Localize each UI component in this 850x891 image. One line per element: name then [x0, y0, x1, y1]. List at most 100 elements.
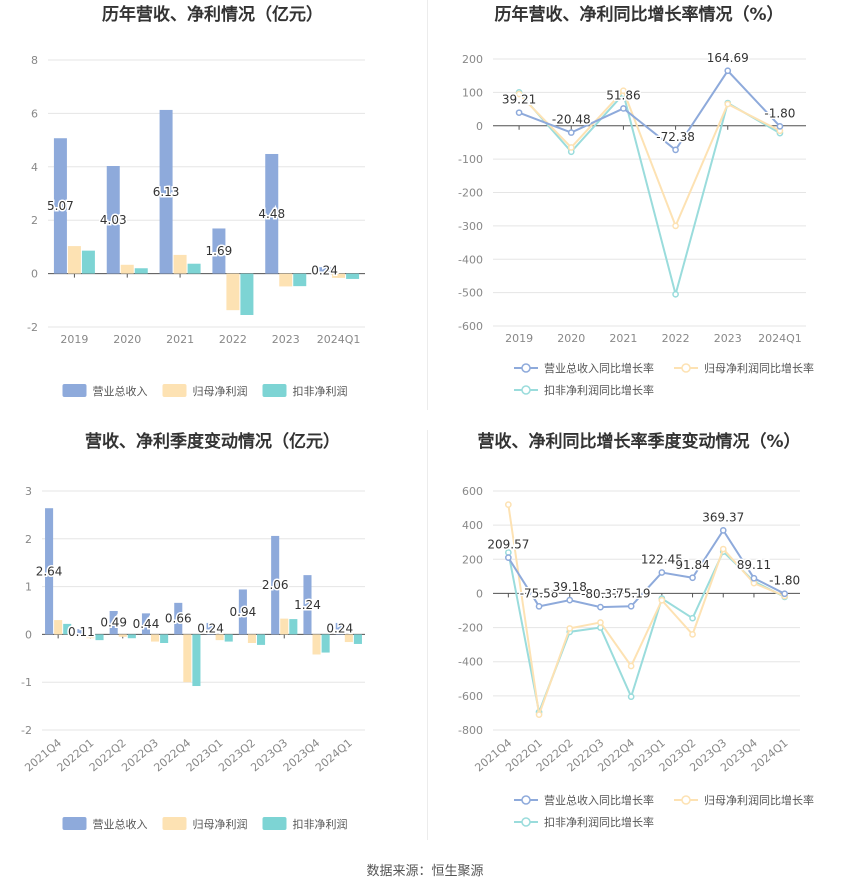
x-tick-label: 2021 — [166, 333, 194, 346]
line-data-label: -20.48 — [552, 113, 591, 127]
y-tick-label: -800 — [458, 724, 483, 737]
bar-归母净利润 — [279, 273, 293, 287]
line-data-label: -1.80 — [764, 106, 795, 120]
chart-title: 营收、净利季度变动情况（亿元） — [85, 431, 340, 452]
y-tick-label: 3 — [25, 485, 32, 498]
bar-营业总收入 — [53, 138, 67, 274]
bar-扣非净利润 — [240, 273, 254, 315]
point-归母净利润同比增长率 — [567, 144, 575, 151]
bar-扣非净利润 — [95, 634, 104, 641]
bar-营业总收入 — [271, 535, 280, 635]
point-营业总收入同比增长率 — [627, 602, 635, 610]
bar-扣非净利润 — [192, 634, 201, 687]
point-营业总收入同比增长率 — [535, 602, 543, 610]
bar-扣非净利润 — [224, 634, 233, 642]
bar-归母净利润 — [280, 618, 289, 635]
annual-revenue-profit-panel: 历年营收、净利情况（亿元） -2 0 2 4 6 8 2019 2020 2021 2022 2023… — [0, 0, 425, 410]
x-tick-label: 2024Q1 — [317, 333, 361, 346]
point-营业总收入同比增长率 — [719, 527, 727, 534]
legend-marker — [521, 817, 531, 827]
y-tick-label: -600 — [458, 320, 483, 333]
bar-营业总收入 — [303, 575, 312, 635]
y-tick-label: 0 — [31, 268, 38, 281]
legend-marker — [521, 385, 531, 395]
point-营业总收入同比增长率 — [781, 590, 788, 598]
bar-扣非净利润 — [160, 634, 169, 644]
y-tick-label: -600 — [458, 690, 483, 703]
legend-swatch — [62, 817, 87, 830]
point-归母净利润同比增长率 — [724, 100, 732, 108]
bar-data-label: 1.69 — [206, 244, 233, 258]
y-tick-label: -2 — [27, 321, 38, 334]
bar-归母净利润 — [332, 273, 346, 278]
y-tick-label: 200 — [462, 553, 483, 566]
bar-归母净利润 — [312, 634, 321, 655]
bar-data-label: 2.64 — [36, 564, 63, 578]
bar-营业总收入 — [238, 589, 247, 635]
line-营业总收入同比增长率 — [507, 528, 786, 609]
y-tick-label: 6 — [31, 107, 38, 120]
line-data-label: 89.11 — [737, 558, 771, 572]
line-data-label: 51.86 — [606, 88, 640, 102]
legend-label: 扣非净利润 — [293, 817, 348, 831]
legend-swatch — [162, 384, 187, 397]
bar-扣非净利润 — [353, 634, 362, 644]
point-归母净利润同比增长率 — [627, 662, 635, 670]
bar-归母净利润 — [226, 273, 240, 311]
y-tick-label: -200 — [458, 622, 483, 635]
panel-divider — [427, 0, 428, 410]
point-归母净利润同比增长率 — [597, 619, 604, 626]
point-归母净利润同比增长率 — [672, 222, 679, 230]
x-tick-label: 2024Q1 — [313, 736, 355, 774]
bar-data-label: 0.94 — [230, 605, 257, 619]
chart-svg: 历年营收、净利同比增长率情况（%） -600 -500 -400 -300 -200 -10… — [458, 4, 814, 397]
legend-swatch — [262, 384, 287, 397]
y-tick-label: -400 — [458, 253, 483, 266]
bar-data-label: 0.11 — [68, 625, 95, 639]
point-归母净利润同比增长率 — [658, 596, 666, 604]
legend-label: 营业总收入 — [93, 817, 148, 831]
bar-扣非净利润 — [81, 250, 95, 274]
legend-marker — [521, 795, 531, 805]
legend-swatch — [62, 384, 87, 397]
quarterly-revenue-profit-panel: 营收、净利季度变动情况（亿元） -2 -1 0 1 2 3 2021Q4 2022Q1 2022Q… — [0, 425, 425, 850]
x-tick-label: 2019 — [505, 332, 533, 345]
y-tick-label: 600 — [462, 485, 483, 498]
x-tick-label: 2021 — [609, 332, 637, 345]
bar-扣非净利润 — [321, 634, 330, 653]
legend-label: 归母净利润同比增长率 — [704, 793, 814, 807]
point-营业总收入同比增长率 — [658, 569, 666, 576]
y-tick-label: 4 — [31, 161, 38, 174]
bar-营业总收入 — [159, 109, 173, 274]
bar-归母净利润 — [173, 254, 187, 274]
chart-svg: 营收、净利同比增长率季度变动情况（%） -800 -600 -400 -200 0 200 4… — [458, 431, 814, 829]
annual-growth-rate-panel: 历年营收、净利同比增长率情况（%） -600 -500 -400 -300 -200 -10… — [428, 0, 850, 410]
bar-营业总收入 — [141, 613, 151, 635]
x-tick-label: 2023 — [714, 332, 742, 345]
bar-data-label: 2.06 — [262, 578, 289, 592]
y-tick-label: 400 — [462, 519, 483, 532]
bar-data-label: 6.13 — [153, 185, 180, 199]
line-data-label: -72.38 — [656, 130, 695, 144]
point-扣非净利润同比增长率 — [689, 614, 696, 622]
line-data-label: -1.80 — [769, 574, 800, 588]
bar-归母净利润 — [67, 246, 81, 274]
line-data-label: 164.69 — [707, 51, 749, 65]
chart-title: 历年营收、净利情况（亿元） — [102, 4, 323, 25]
point-扣非净利润同比增长率 — [627, 693, 635, 701]
line-归母净利润同比增长率 — [507, 504, 786, 715]
point-营业总收入同比增长率 — [505, 554, 512, 562]
y-tick-label: -300 — [458, 220, 483, 233]
point-营业总收入同比增长率 — [620, 105, 627, 112]
bar-data-label: 0.24 — [326, 622, 353, 636]
legend-swatch — [162, 817, 187, 830]
bar-归母净利润 — [120, 264, 134, 274]
legend-marker — [681, 795, 691, 805]
bar-营业总收入 — [77, 629, 86, 635]
bar-扣非净利润 — [346, 273, 360, 279]
point-归母净利润同比增长率 — [515, 90, 523, 98]
point-归母净利润同比增长率 — [620, 87, 627, 95]
bar-营业总收入 — [212, 228, 226, 274]
y-tick-label: -100 — [458, 153, 483, 166]
bar-data-label: 0.24 — [311, 263, 338, 277]
